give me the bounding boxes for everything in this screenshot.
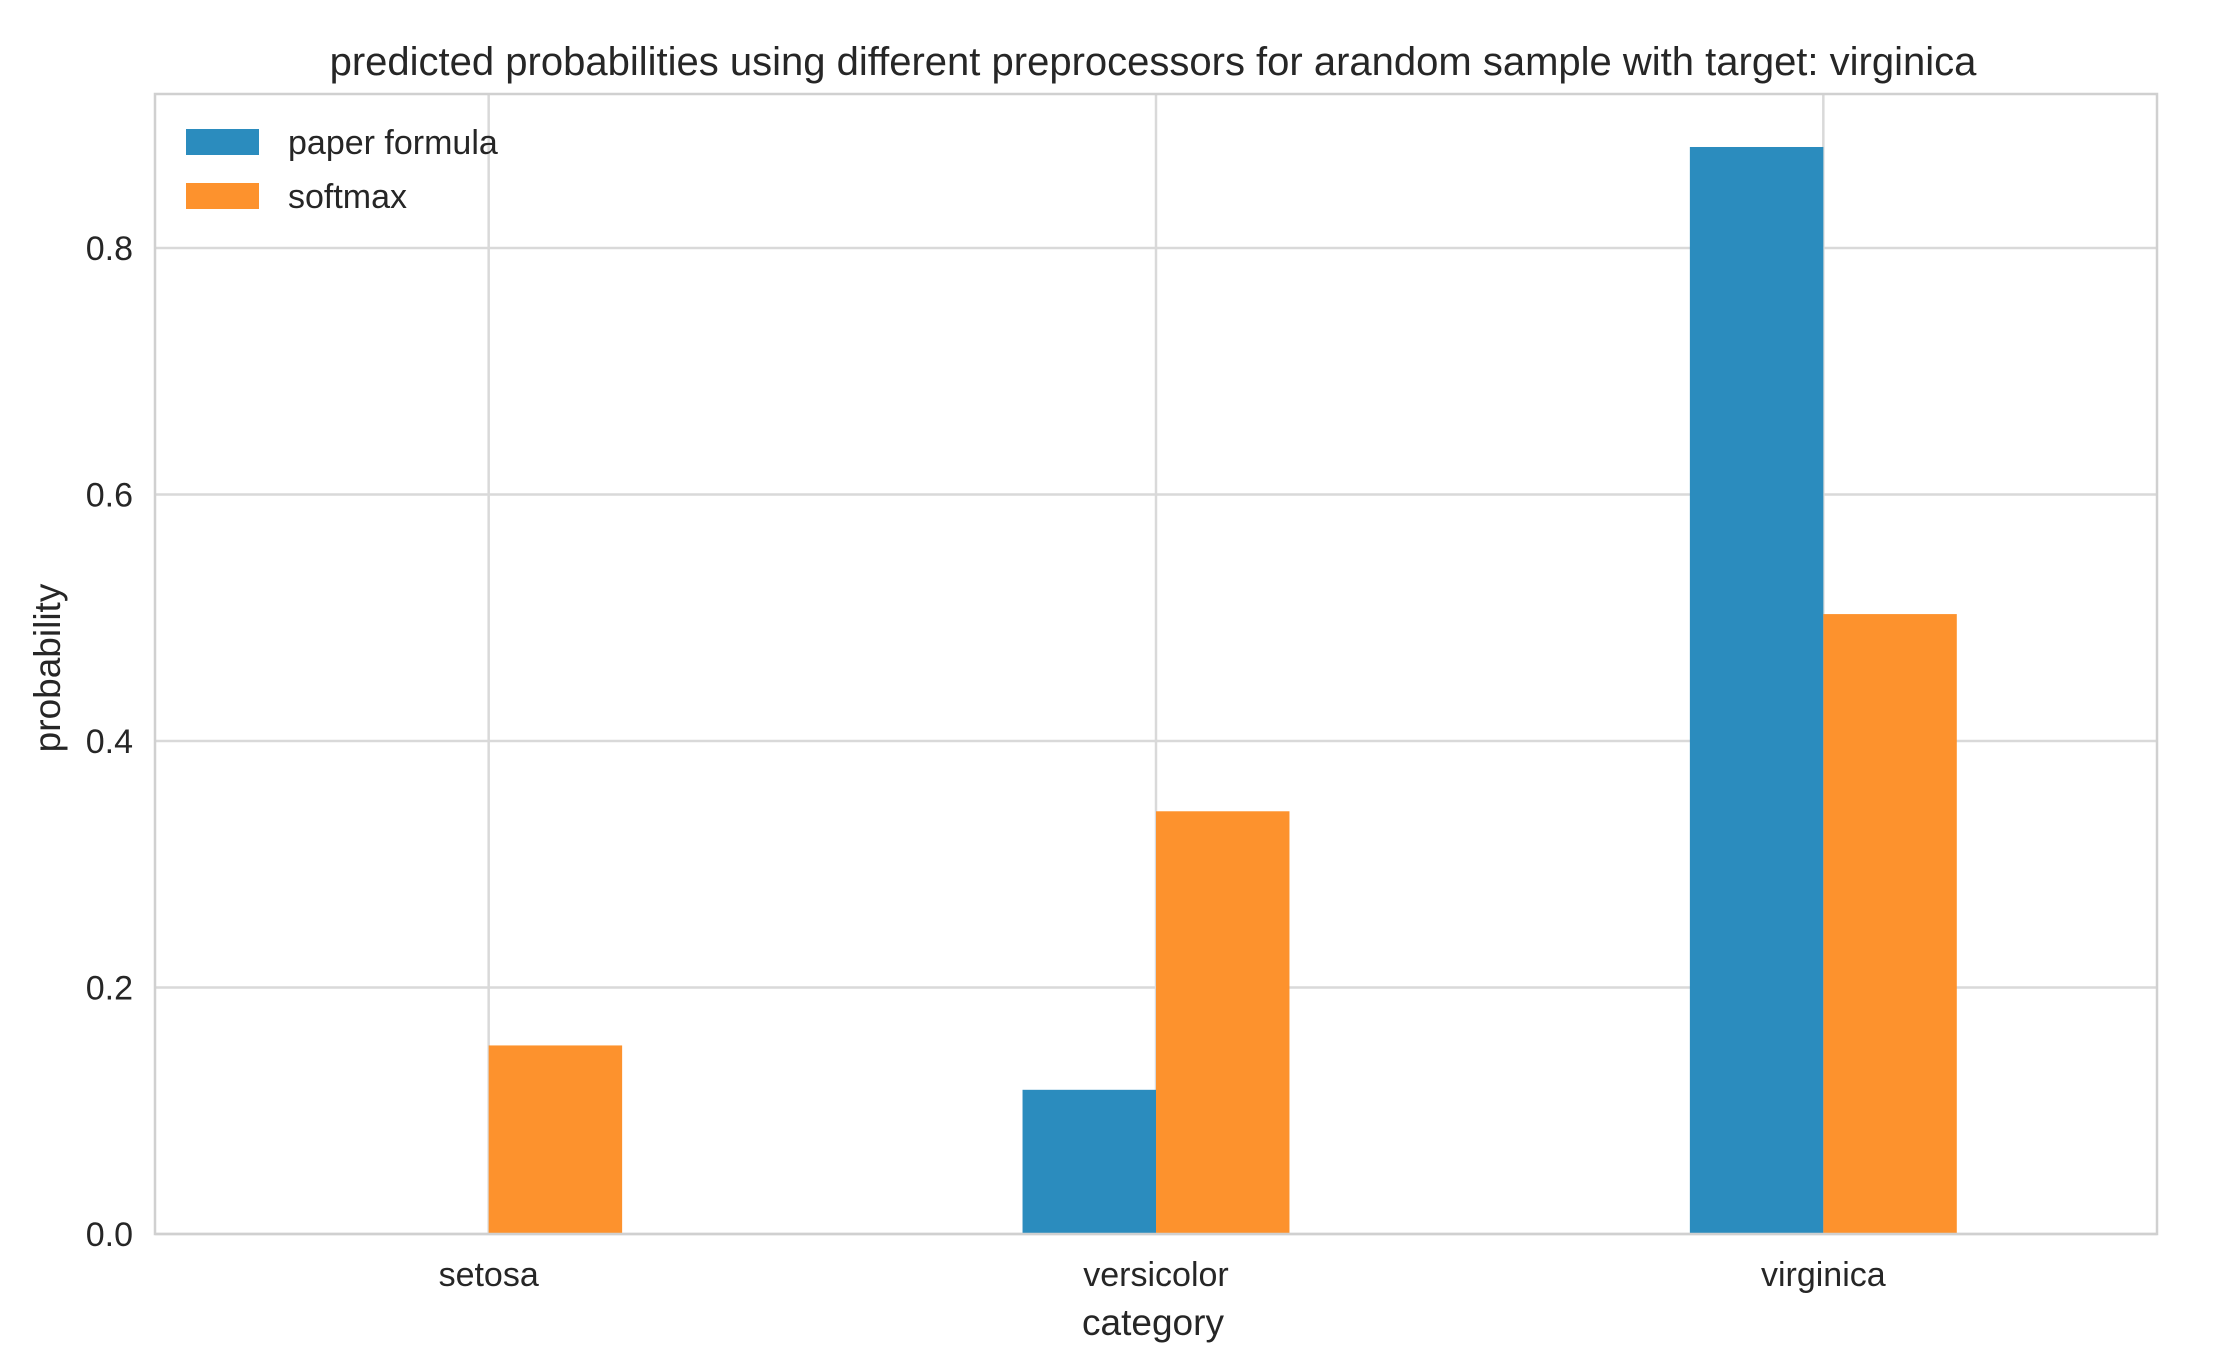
bar-softmax-setosa [488, 1045, 623, 1234]
legend: paper formula softmax [186, 124, 498, 216]
bar-paper-formula-versicolor [1022, 1089, 1156, 1234]
y-tick-label: 0.4 [86, 723, 133, 761]
y-tick-labels: 0.0 0.2 0.4 0.6 0.8 [86, 230, 133, 1254]
bar-softmax-versicolor [1156, 811, 1290, 1234]
legend-swatch [186, 129, 259, 155]
plot-frame [153, 92, 2159, 1236]
grid-lines [155, 94, 2157, 1236]
bar-paper-formula-virginica [1689, 146, 1824, 1234]
x-axis-label: category [1082, 1302, 1224, 1343]
x-tick-labels: setosa versicolor virginica [439, 1256, 1886, 1294]
y-axis-label: probability [27, 583, 68, 752]
bar-softmax-virginica [1823, 614, 1957, 1234]
y-tick-label: 0.6 [86, 477, 133, 515]
y-tick-label: 0.8 [86, 230, 133, 268]
legend-swatch [186, 183, 259, 209]
chart-title: predicted probabilities using different … [330, 40, 1978, 84]
x-tick-label: setosa [439, 1256, 539, 1294]
y-tick-label: 0.0 [86, 1216, 133, 1254]
legend-label: paper formula [288, 124, 498, 162]
legend-label: softmax [288, 178, 407, 216]
y-tick-label: 0.2 [86, 970, 133, 1008]
x-tick-label: versicolor [1083, 1256, 1228, 1294]
bars [488, 146, 1957, 1234]
x-tick-label: virginica [1761, 1256, 1886, 1294]
